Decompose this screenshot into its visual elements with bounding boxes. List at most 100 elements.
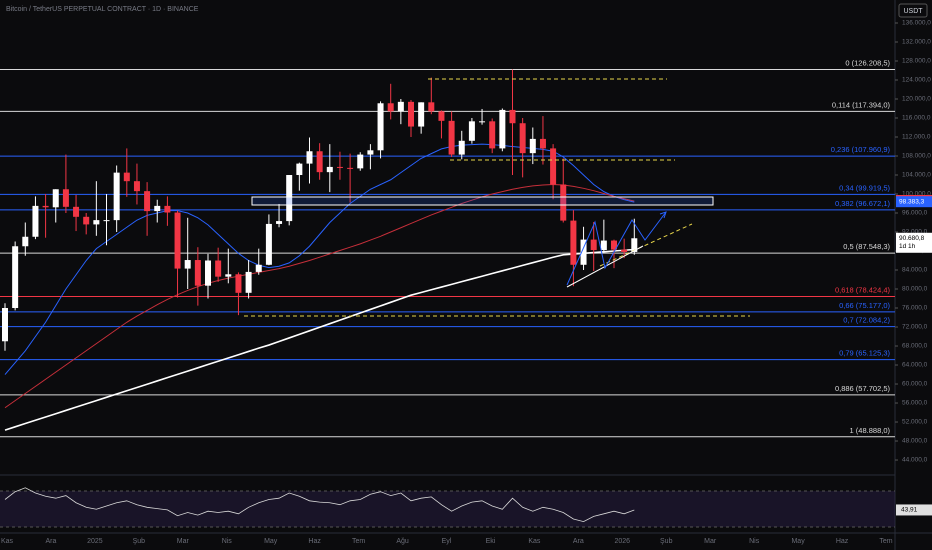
pattern-line [566,211,667,286]
y-tick-label: 68.000,0 [902,343,928,350]
candle-body [529,138,536,154]
candle-body [245,271,252,293]
y-tick-label: 60.000,0 [902,381,928,388]
y-tick-label: 72.000,0 [902,324,928,331]
candle-body [164,205,171,213]
fib-label: 0,382 (96.672,1) [835,199,891,208]
y-tick-label: 112.000,0 [902,134,931,141]
candle-body [367,150,374,155]
candle-body [306,151,313,164]
candle-body [255,264,262,272]
y-tick-label: 84.000,0 [902,267,928,274]
fib-label: 0,7 (72.084,2) [843,316,890,325]
candle-body [103,220,110,222]
x-tick-label: Nis [749,538,760,545]
candle-body [499,109,506,149]
candle-body [600,240,607,251]
candle-body [184,260,191,269]
rsi-line [4,487,635,523]
candle-body [377,103,384,151]
candle-body [22,236,29,247]
candle-body [144,191,151,212]
trend-line [599,223,693,267]
candle-body [12,246,19,309]
x-tick-label: Eki [486,538,496,545]
zone-box [251,196,714,206]
candle-body [489,121,496,149]
candle-body [336,166,343,168]
y-tick-label: 48.000,0 [902,438,928,445]
candle-body [296,163,303,176]
y-tick-label: 92.000,0 [902,229,928,236]
candle-body [2,308,8,342]
moving-average [4,143,635,375]
x-tick-label: Tem [879,538,892,545]
candle-body [580,239,587,265]
currency: USDT [903,8,923,15]
candle-body [42,205,49,208]
candle-body [570,220,577,265]
y-tick-label: 100.000,0 [902,191,931,198]
candle-body [448,120,455,155]
fib-label: 0,34 (99.919,5) [839,183,890,192]
candle-body [479,121,486,123]
countdown: 1d 1h [899,243,916,250]
candle-body [397,101,404,112]
candle-body [347,167,354,169]
x-tick-label: 2026 [615,538,631,545]
y-tick-label: 136.000,0 [902,20,931,27]
rsi-tag-label: 43,91 [901,507,918,514]
candle-body [418,102,425,127]
rsi-tag [896,504,932,516]
candle-body [235,274,242,293]
candle-body [73,206,80,217]
y-tick-label: 96.000,0 [902,210,928,217]
y-tick-label: 44.000,0 [902,457,928,464]
pattern-arrow [659,211,667,219]
candle-body [611,240,617,250]
last-price-tag [896,232,932,253]
x-tick-label: Kas [528,538,541,545]
plot: 0 (126.208,5) 0,114 (117.394,0) 0,236 (107… [0,58,895,438]
y-tick-label: 76.000,0 [902,305,928,312]
candle-body [32,205,39,237]
candle-body [62,189,69,207]
candle-body [408,101,414,127]
candle-body [438,111,445,121]
candle-body [631,238,638,252]
price-tag-label: 98.383,3 [899,198,925,205]
candle-body [387,103,394,112]
candle-body [428,102,435,112]
y-tick-label: 132.000,0 [902,39,931,46]
candle-body [205,260,211,286]
y-tick-label: 80.000,0 [902,286,928,293]
x-tick-label: Nis [222,538,233,545]
fib-label: 0,114 (117.394,0) [832,100,891,109]
candle-body [509,109,516,124]
candle-body [154,205,161,212]
candle-body [174,212,181,269]
y-tick-label: 64.000,0 [902,362,928,369]
x-tick-label: Mar [704,538,717,545]
fib-label: 0,236 (107.960,9) [831,145,891,154]
y-tick-label: 120.000,0 [902,96,931,103]
candle-body [276,221,283,224]
x-tick-label: Kas [1,538,14,545]
candle-body [83,216,90,225]
x-tick-label: 2025 [87,538,103,545]
candle-body [326,166,333,173]
last-price-label: 90.680,8 [899,235,925,242]
moving-average [4,184,635,409]
y-tick-label: 116.000,0 [902,115,931,122]
x-tick-label: Haz [308,538,321,545]
candle-body [550,148,557,185]
price-tag [896,196,932,208]
candle-body [539,138,546,149]
fib-label: 0 (126.208,5) [845,58,890,67]
y-tick-label: 128.000,0 [902,58,931,65]
candle-body [52,189,59,208]
fib-label: 1 (48.888,0) [850,426,891,435]
